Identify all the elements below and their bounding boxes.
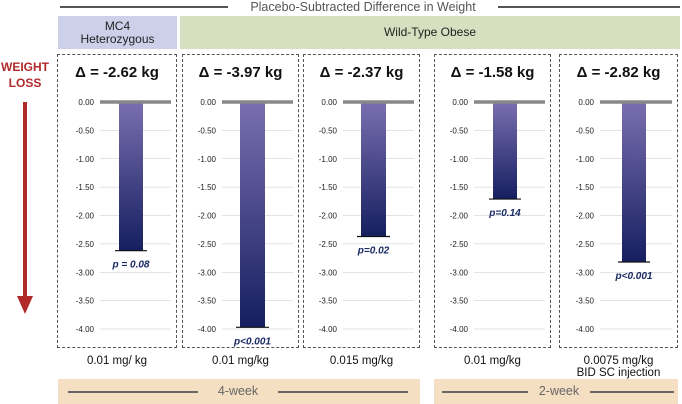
- tick-label-3-5: -2.00: [319, 212, 338, 221]
- weight-label: WEIGHT: [1, 60, 49, 74]
- two-week-label: 2-week: [538, 384, 580, 398]
- tick-label-3-6: -2.50: [319, 240, 338, 249]
- tick-label-2-3: -1.00: [198, 155, 217, 164]
- tick-label-3-7: -3.00: [319, 268, 338, 277]
- delta-label-5: Δ = -2.82 kg: [576, 64, 661, 81]
- tick-label-3-9: -4.00: [319, 325, 338, 334]
- tick-label-5-3: -1.00: [576, 155, 595, 164]
- p-value-label-4: p=0.14: [488, 208, 521, 219]
- four-week-rule-right: [278, 391, 408, 393]
- dose-label-1: 0.01 mg/ kg: [86, 355, 148, 367]
- title-rule-right: [498, 6, 680, 8]
- tick-label-5-2: -0.50: [576, 126, 595, 135]
- dose-label-2: 0.01 mg/kg: [212, 355, 269, 367]
- tick-label-5-4: -1.50: [576, 183, 595, 192]
- four-week-label: 4-week: [217, 384, 259, 398]
- tick-label-5-1: 0.00: [578, 98, 594, 107]
- tick-label-2-9: -4.00: [198, 325, 217, 334]
- tick-label-3-2: -0.50: [319, 126, 338, 135]
- bar-4: [493, 102, 517, 200]
- panel-4: [434, 54, 551, 348]
- tick-label-3-4: -1.50: [319, 183, 338, 192]
- tick-label-5-5: -2.00: [576, 212, 595, 221]
- tick-label-4-2: -0.50: [450, 126, 469, 135]
- tick-label-2-4: -1.50: [198, 183, 217, 192]
- chart-title: Placebo-Subtracted Difference in Weight: [0, 0, 682, 14]
- tick-label-5-6: -2.50: [576, 240, 595, 249]
- p-value-label-3: p=0.02: [357, 245, 390, 256]
- tick-label-3-1: 0.00: [321, 98, 337, 107]
- tick-label-1-5: -2.00: [76, 212, 95, 221]
- mc4-group-header: MC4 Heterozygous: [58, 16, 177, 49]
- p-value-label-5: p<0.001: [615, 271, 653, 282]
- tick-label-2-2: -0.50: [198, 126, 217, 135]
- tick-label-4-4: -1.50: [450, 183, 469, 192]
- wild-type-group-header: Wild-Type Obese: [180, 16, 680, 49]
- tick-label-4-8: -3.50: [450, 297, 469, 306]
- tick-label-4-7: -3.00: [450, 268, 469, 277]
- tick-label-5-7: -3.00: [576, 268, 595, 277]
- title-rule-left: [60, 6, 228, 8]
- tick-label-4-1: 0.00: [452, 98, 468, 107]
- two-week-rule-left: [442, 391, 528, 393]
- panel-2: [182, 54, 299, 348]
- four-week-rule-left: [68, 391, 198, 393]
- tick-label-2-5: -2.00: [198, 212, 217, 221]
- two-week-rule-right: [590, 391, 674, 393]
- tick-label-1-9: -4.00: [76, 325, 95, 334]
- tick-label-4-5: -2.00: [450, 212, 469, 221]
- bar-2: [240, 102, 265, 328]
- loss-label: LOSS: [8, 76, 42, 90]
- tick-label-3-3: -1.00: [319, 155, 338, 164]
- dose-label-5: 0.0075 mg/kg BID SC injection: [576, 355, 661, 379]
- delta-label-2: Δ = -3.97 kg: [198, 64, 283, 81]
- tick-label-5-8: -3.50: [576, 297, 595, 306]
- tick-label-4-9: -4.00: [450, 325, 469, 334]
- tick-label-2-1: 0.00: [200, 98, 216, 107]
- panel-3: [303, 54, 420, 348]
- bar-3: [361, 102, 386, 237]
- tick-label-4-3: -1.00: [450, 155, 469, 164]
- tick-label-2-8: -3.50: [198, 297, 217, 306]
- tick-label-1-2: -0.50: [76, 126, 95, 135]
- delta-label-1: Δ = -2.62 kg: [75, 64, 159, 81]
- p-value-label-1: p = 0.08: [112, 260, 150, 271]
- chart-title-text: Placebo-Subtracted Difference in Weight: [250, 0, 476, 14]
- tick-label-5-9: -4.00: [576, 325, 595, 334]
- tick-label-1-4: -1.50: [76, 183, 95, 192]
- bar-1: [119, 102, 143, 251]
- weight-loss-arrow-head: [17, 296, 33, 314]
- tick-label-2-6: -2.50: [198, 240, 217, 249]
- dose-label-4: 0.01 mg/kg: [464, 355, 521, 367]
- bar-5: [622, 102, 646, 263]
- tick-label-3-8: -3.50: [319, 297, 338, 306]
- tick-label-2-7: -3.00: [198, 268, 217, 277]
- dose-label-3: 0.015 mg/kg: [329, 355, 394, 367]
- p-value-label-2: p<0.001: [233, 336, 271, 347]
- delta-label-3: Δ = -2.37 kg: [319, 64, 404, 81]
- tick-label-1-6: -2.50: [76, 240, 95, 249]
- panel-1: [57, 54, 177, 348]
- tick-label-4-6: -2.50: [450, 240, 469, 249]
- tick-label-1-8: -3.50: [76, 297, 95, 306]
- tick-label-1-1: 0.00: [78, 98, 94, 107]
- panel-5: [559, 54, 678, 348]
- delta-label-4: Δ = -1.58 kg: [450, 64, 535, 81]
- tick-label-1-7: -3.00: [76, 268, 95, 277]
- tick-label-1-3: -1.00: [76, 155, 95, 164]
